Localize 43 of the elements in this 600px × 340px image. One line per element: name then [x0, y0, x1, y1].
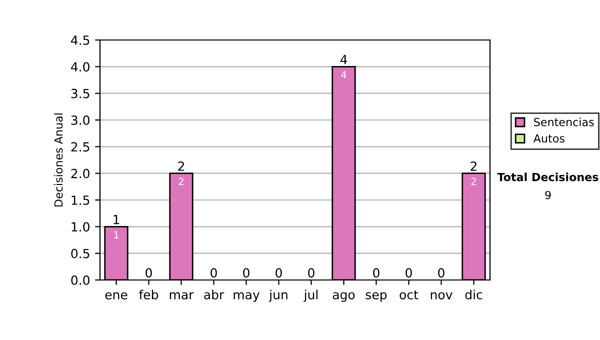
x-tick-label: sep [366, 292, 387, 302]
total-label: 2 [178, 161, 184, 171]
x-tick-label: feb [139, 290, 158, 300]
x-tick-label: abr [204, 290, 224, 300]
y-tick-label: 4.0 [71, 62, 90, 72]
total-label: 0 [210, 268, 217, 278]
x-tick-label: nov [430, 292, 452, 300]
y-tick-label: 1.0 [72, 222, 90, 232]
data-label: 2 [471, 178, 476, 185]
total-label: 2 [470, 161, 476, 171]
total-label: 0 [373, 268, 380, 278]
y-axis-title: Decisiones Anual [54, 114, 63, 206]
data-label: 2 [178, 178, 184, 185]
y-tick-label: 2.5 [71, 142, 90, 152]
x-tick-label: ago [332, 292, 355, 302]
legend-label: Autos [533, 134, 564, 143]
x-tick-label: jun [268, 290, 288, 302]
total-label: 0 [146, 268, 152, 278]
x-tick-label: may [234, 292, 260, 302]
y-tick-label: 2.0 [71, 168, 90, 178]
x-tick-label: jul [304, 290, 318, 302]
data-label: 4 [341, 71, 346, 78]
x-tick-label: ene [105, 292, 128, 300]
y-tick-label: 4.5 [71, 36, 90, 45]
x-tick-label: mar [170, 292, 194, 300]
total-label: 0 [243, 268, 250, 278]
total-label: 0 [438, 268, 444, 278]
total-label: 0 [308, 268, 314, 278]
y-tick-label: 1.5 [72, 196, 90, 205]
y-tick-label: 0.5 [71, 248, 90, 258]
total-label: 4 [340, 54, 348, 64]
y-tick-label: 0.0 [71, 275, 90, 285]
y-tick-label: 3.5 [71, 88, 90, 98]
x-tick-label: oct [400, 290, 418, 300]
text: Total Decisiones [497, 172, 598, 182]
y-tick-label: 3.0 [71, 115, 90, 125]
total-label: 0 [276, 268, 282, 278]
text: 9 [545, 190, 551, 200]
legend-label: Sentencias [534, 118, 594, 126]
x-tick-label: dic [465, 290, 482, 300]
total-label: 0 [406, 268, 412, 278]
total-label: 1 [114, 214, 120, 224]
data-label: 1 [114, 231, 118, 238]
